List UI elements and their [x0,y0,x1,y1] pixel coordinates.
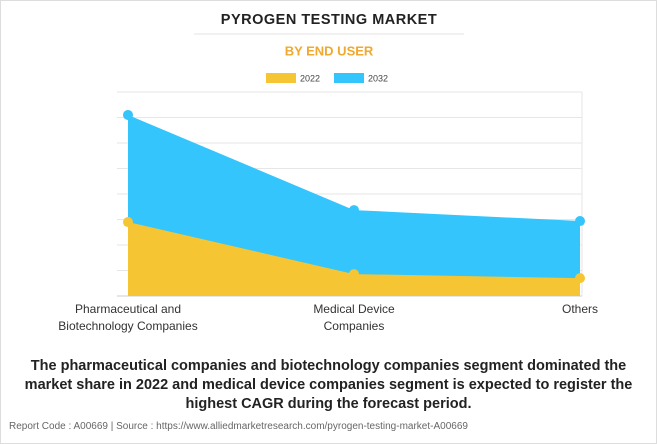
legend-swatch [266,73,296,83]
x-tick-label: Pharmaceutical and Biotechnology Compani… [58,302,198,333]
legend-label: 2022 [300,73,320,83]
marker [123,109,133,120]
x-tick-label: Medical Device Companies [313,302,395,333]
chart-subtitle: BY END USER [285,43,374,58]
legend-label: 2032 [368,73,388,83]
marker [575,273,585,284]
marker [123,217,133,228]
chart-title: PYROGEN TESTING MARKET [221,12,437,28]
x-tick-label: Others [561,302,598,316]
marker [575,216,585,227]
footer: Report Code : A00669 | Source : https://… [9,421,468,432]
area [128,222,580,296]
description: The pharmaceutical companies and biotech… [24,358,633,412]
marker [349,269,359,280]
legend-swatch [334,73,364,83]
marker [349,205,359,216]
